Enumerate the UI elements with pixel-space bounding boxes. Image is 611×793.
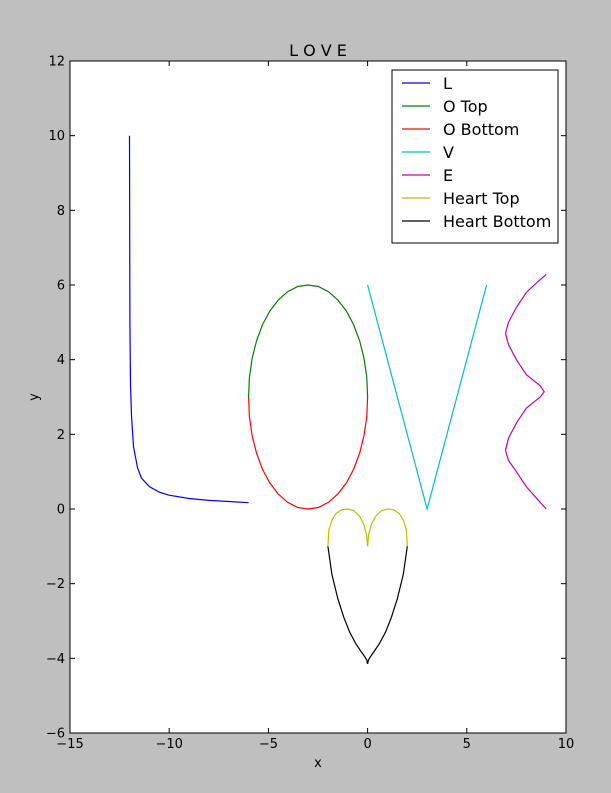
y-tick-label: 0 <box>57 503 65 518</box>
x-tick-label: 10 <box>558 737 575 752</box>
x-tick-label: −10 <box>155 737 182 752</box>
y-tick-label: 12 <box>48 55 65 70</box>
series-line-o-top <box>248 284 369 398</box>
x-tick-label: 5 <box>463 737 471 752</box>
plot-frame <box>69 60 567 734</box>
series-line-v <box>367 284 488 512</box>
series-line-o-bottom <box>248 396 369 510</box>
series-line-heart-bottom <box>327 546 408 665</box>
legend-box <box>391 69 559 244</box>
x-tick-label: −15 <box>56 737 83 752</box>
legend-label: Heart Top <box>443 189 520 208</box>
y-tick-label: −4 <box>46 652 65 667</box>
x-axis-label: x <box>314 756 322 771</box>
y-tick-label: −2 <box>46 577 65 592</box>
series-line-e <box>504 274 547 510</box>
chart-title: L O V E <box>289 41 347 60</box>
series-layer <box>128 135 547 665</box>
y-tick-label: 8 <box>57 204 65 219</box>
y-tick-label: 10 <box>48 129 65 144</box>
legend: L O Top O Bottom VE Heart Top Heart Bottom <box>391 69 559 244</box>
series-line-heart-top <box>327 508 408 547</box>
legend-label: O Top <box>443 97 488 116</box>
y-tick-label: 6 <box>57 279 65 294</box>
y-tick-label: 2 <box>57 428 65 443</box>
x-tick-label: −5 <box>259 737 278 752</box>
legend-label: O Bottom <box>443 120 519 139</box>
legend-label: E <box>443 166 453 185</box>
legend-label: Heart Bottom <box>443 212 551 231</box>
ticks-layer: −15 −10 −5 0 5 10 −6 −4 −2 0 2 4 6 8 10 12 <box>46 55 574 753</box>
legend-label: V <box>443 143 454 162</box>
x-tick-label: 0 <box>363 737 371 752</box>
series-line-l <box>128 135 249 504</box>
y-axis-label: y <box>27 393 42 401</box>
y-tick-label: 4 <box>57 353 65 368</box>
legend-label: L <box>443 74 452 93</box>
y-tick-label: −6 <box>46 727 65 742</box>
